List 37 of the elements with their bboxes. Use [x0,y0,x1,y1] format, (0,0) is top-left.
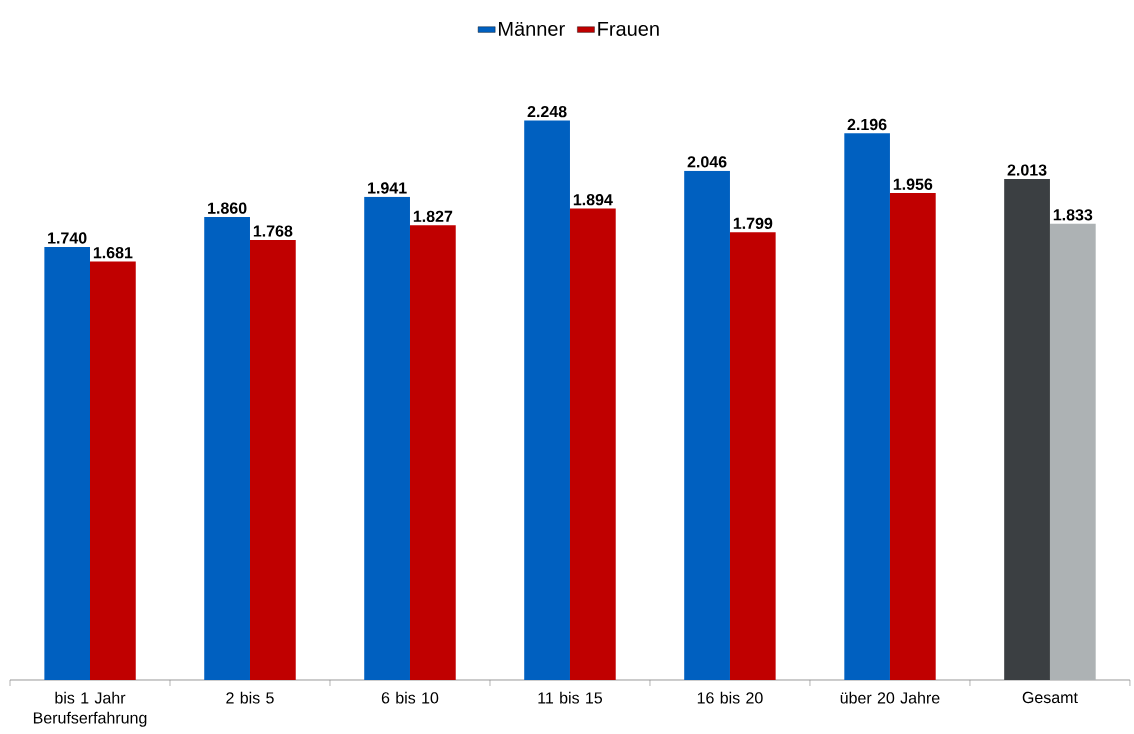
data-label: 1.894 [573,194,613,206]
x-tick-label: 2 bis 5 [226,691,274,704]
data-label: 1.681 [93,247,133,259]
data-label: 1.941 [368,182,407,194]
data-label: 1.833 [1053,209,1093,221]
x-tick-label: 11 bis 15 [538,691,603,704]
legend-label: Männer [499,21,565,36]
bar [204,217,250,680]
data-label: 2.248 [527,105,567,118]
data-label: 1.799 [733,217,773,229]
bar [844,133,890,680]
data-label: 1.768 [253,225,293,237]
bar [729,232,776,680]
legend-label: Frauen [598,21,659,36]
bar [249,239,296,680]
x-tick-label: 16 bis 20 [697,691,763,704]
bar [1004,178,1050,680]
data-label: 2.046 [687,156,727,168]
x-tick-label: bis 1 Jahr Berufserfahrung [33,691,147,727]
data-label: 1.860 [208,202,247,214]
bar [524,120,570,680]
bar [684,170,730,680]
bar [1049,223,1096,680]
data-label: 2.013 [1007,164,1047,176]
x-tick-label: 6 bis 10 [381,691,439,704]
x-tick-label: über 20 Jahre [840,691,940,704]
bar [569,208,616,680]
bar [44,246,90,680]
data-label: 1.827 [413,210,453,223]
data-label: 1.740 [48,232,87,244]
bar [90,261,136,680]
bar [409,225,456,680]
x-tick-label: Gesamt [1022,691,1078,704]
bar [364,196,410,680]
data-label: 2.196 [847,118,887,131]
bar [889,193,936,680]
data-label: 1.956 [893,178,933,190]
